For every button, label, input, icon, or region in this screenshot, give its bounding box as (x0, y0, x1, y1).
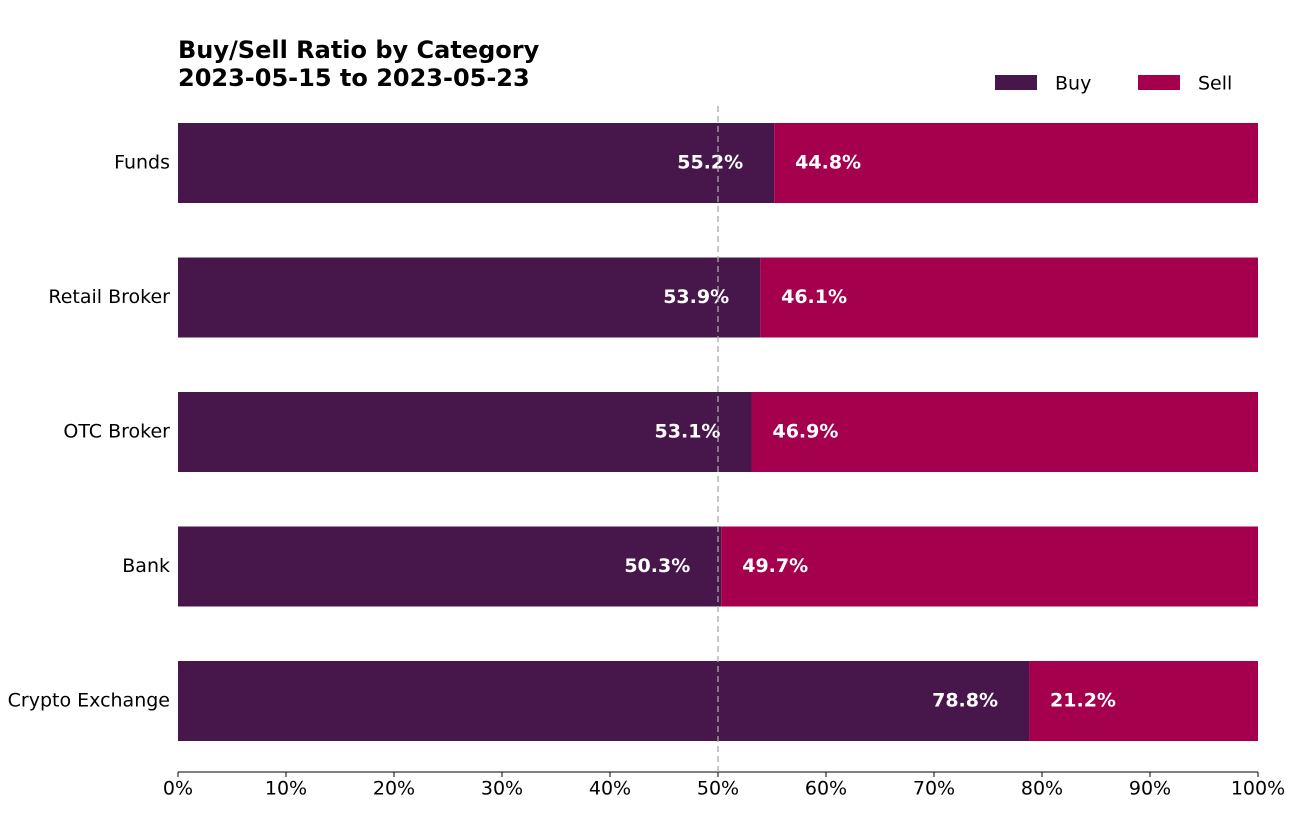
bar-segment (774, 123, 1258, 203)
value-label: 50.3% (624, 555, 690, 577)
bar-segment (760, 257, 1258, 338)
y-tick-label: Funds (114, 152, 170, 174)
x-tick-label: 50% (697, 778, 739, 800)
legend-swatch (1138, 75, 1180, 90)
y-tick-label: Crypto Exchange (8, 690, 170, 712)
bar-segment (178, 257, 761, 338)
legend-label: Sell (1198, 73, 1232, 95)
bar-segment (1029, 661, 1258, 741)
bar-segment (178, 661, 1030, 741)
value-label: 53.1% (655, 421, 721, 443)
value-label: 21.2% (1050, 690, 1116, 712)
value-label: 46.9% (772, 421, 838, 443)
x-tick-label: 20% (373, 778, 415, 800)
x-tick-label: 40% (589, 778, 631, 800)
x-tick-label: 80% (1021, 778, 1063, 800)
bar-segment (178, 526, 722, 607)
x-tick-label: 30% (481, 778, 523, 800)
legend-swatch (995, 75, 1037, 90)
chart-title: Buy/Sell Ratio by Category (178, 36, 540, 64)
value-label: 55.2% (677, 152, 743, 174)
bar-segment (721, 526, 1258, 607)
y-tick-label: OTC Broker (63, 421, 170, 443)
value-label: 46.1% (781, 286, 847, 308)
bar-segment (178, 392, 752, 472)
legend-label: Buy (1055, 73, 1091, 95)
x-tick-label: 0% (163, 778, 193, 800)
y-tick-label: Retail Broker (48, 286, 170, 308)
value-label: 49.7% (742, 555, 808, 577)
x-tick-label: 10% (265, 778, 307, 800)
value-label: 78.8% (932, 690, 998, 712)
value-label: 44.8% (795, 152, 861, 174)
chart-subtitle: 2023-05-15 to 2023-05-23 (178, 64, 530, 92)
x-tick-label: 90% (1129, 778, 1171, 800)
bar-segment (178, 123, 775, 203)
x-tick-label: 60% (805, 778, 847, 800)
y-tick-label: Bank (122, 555, 170, 577)
x-tick-label: 100% (1231, 778, 1285, 800)
bar-segment (751, 392, 1258, 472)
x-tick-label: 70% (913, 778, 955, 800)
value-label: 53.9% (663, 286, 729, 308)
